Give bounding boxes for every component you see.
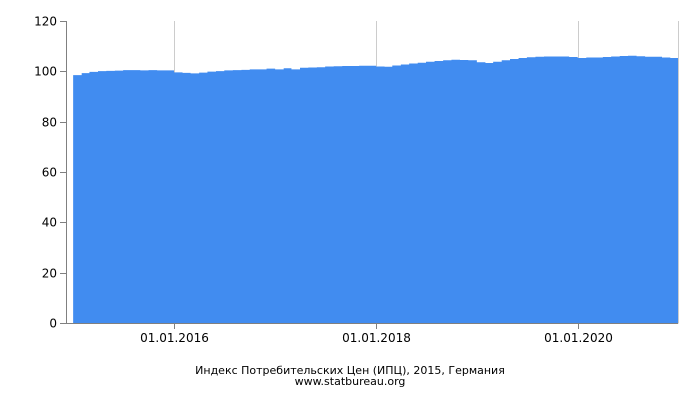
y-tick-label: 100	[34, 65, 57, 79]
chart-source: www.statbureau.org	[294, 375, 406, 388]
axes	[66, 21, 679, 324]
chart-title: Индекс Потребительских Цен (ИПЦ), 2015, …	[195, 364, 505, 377]
y-axis-ticks: 0 20 40 60 80 100 120	[34, 15, 66, 331]
y-tick-label: 120	[34, 15, 57, 29]
y-tick-label: 60	[42, 166, 57, 180]
y-tick-label: 20	[42, 267, 57, 281]
y-tick-label: 0	[49, 317, 57, 331]
x-tick-label: 01.01.2018	[342, 331, 411, 345]
x-tick-label: 01.01.2020	[544, 331, 613, 345]
cpi-area	[73, 55, 679, 323]
y-tick-label: 80	[42, 116, 57, 130]
x-axis-ticks: 01.01.2016 01.01.2018 01.01.2020	[140, 323, 613, 345]
y-tick-label: 40	[42, 216, 57, 230]
x-tick-label: 01.01.2016	[140, 331, 209, 345]
